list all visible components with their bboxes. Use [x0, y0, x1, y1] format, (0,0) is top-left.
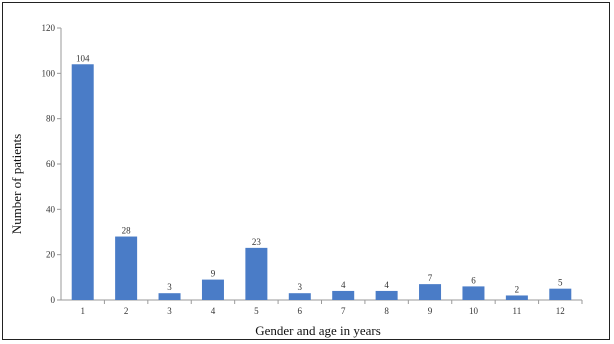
data-label-11: 2 [515, 284, 520, 294]
bar-group [71, 64, 572, 301]
bar-6 [288, 293, 311, 300]
data-label-10: 6 [471, 275, 476, 285]
x-tick-label-1: 1 [80, 306, 85, 316]
x-tick-label-11: 11 [513, 306, 522, 316]
y-tick-label: 0 [51, 295, 56, 305]
x-tick-label-4: 4 [211, 306, 216, 316]
x-tick-label-7: 7 [341, 306, 346, 316]
data-label-12: 5 [558, 278, 563, 288]
bar-11 [505, 295, 528, 300]
y-tick-label: 20 [46, 250, 56, 260]
data-label-2: 28 [122, 226, 132, 236]
data-label-4: 9 [211, 269, 216, 279]
data-label-7: 4 [341, 280, 346, 290]
data-label-3: 3 [167, 282, 172, 292]
y-tick-label: 80 [46, 114, 56, 124]
x-axis-title: Gender and age in years [255, 323, 381, 338]
x-tick-group: 1 2 3 4 5 6 7 8 9 10 11 12 [80, 300, 583, 316]
x-tick-label-2: 2 [124, 306, 129, 316]
bar-12 [549, 288, 572, 300]
y-tick-group: 0 20 40 60 80 100 120 [42, 23, 61, 305]
bar-2 [115, 236, 138, 300]
data-label-8: 4 [384, 280, 389, 290]
x-tick-label-12: 12 [556, 306, 565, 316]
x-tick-label-9: 9 [428, 306, 433, 316]
chart-frame [2, 2, 610, 340]
bar-4 [201, 279, 224, 300]
y-axis-title: Number of patients [9, 134, 24, 234]
x-tick-label-5: 5 [254, 306, 259, 316]
y-tick-label: 100 [42, 68, 56, 78]
data-label-5: 23 [252, 237, 262, 247]
y-tick-label: 60 [46, 159, 56, 169]
bar-9 [419, 284, 442, 300]
bar-5 [245, 247, 268, 300]
data-label-6: 3 [298, 282, 303, 292]
bar-1 [71, 64, 94, 301]
data-label-9: 7 [428, 273, 433, 283]
x-tick-label-10: 10 [469, 306, 479, 316]
bar-8 [375, 290, 398, 300]
bar-7 [332, 290, 355, 300]
y-tick-label: 40 [46, 204, 56, 214]
y-tick-label: 120 [42, 23, 56, 33]
bar-3 [158, 293, 181, 300]
x-tick-label-3: 3 [167, 306, 172, 316]
data-label-group: 104 28 3 9 23 3 4 4 7 6 2 5 [76, 53, 563, 294]
x-tick-label-8: 8 [384, 306, 389, 316]
data-label-1: 104 [76, 53, 90, 63]
bar-10 [462, 286, 485, 300]
x-tick-label-6: 6 [298, 306, 303, 316]
